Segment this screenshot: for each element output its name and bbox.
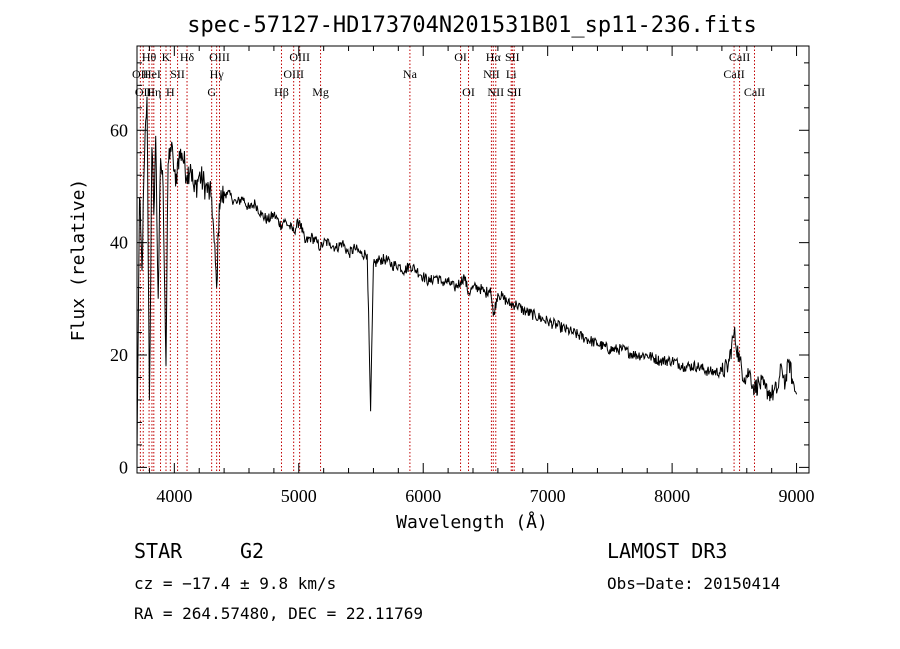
emission-line-markers xyxy=(139,46,755,473)
line-label: OI xyxy=(454,50,467,64)
x-tick-label: 4000 xyxy=(156,486,192,506)
line-label: HeI xyxy=(143,67,161,81)
line-label: Li xyxy=(506,67,517,81)
y-tick-label: 0 xyxy=(119,457,128,477)
y-axis-label: Flux (relative) xyxy=(68,179,89,342)
object-class: STAR xyxy=(134,539,183,563)
line-label: SII xyxy=(170,67,185,81)
chart-title: spec-57127-HD173704N201531B01_sp11-236.f… xyxy=(187,13,757,38)
spectrum-line xyxy=(136,96,798,457)
line-label: H xyxy=(166,85,175,99)
line-label: Hγ xyxy=(210,67,225,81)
x-axis-label: Wavelength (Å) xyxy=(396,511,548,533)
coordinates: RA = 264.57480, DEC = 22.11769 xyxy=(134,604,423,623)
observation-date: Obs−Date: 20150414 xyxy=(607,574,780,593)
object-subclass: G2 xyxy=(240,539,264,563)
line-label: Hβ xyxy=(274,85,289,99)
survey-name: LAMOST DR3 xyxy=(607,539,727,563)
line-label: Hη xyxy=(146,85,161,99)
line-label: SII xyxy=(507,85,522,99)
line-label: CaII xyxy=(744,85,765,99)
line-label: OIII xyxy=(209,50,230,64)
line-label: Na xyxy=(403,67,418,81)
line-label: OIII xyxy=(289,50,310,64)
plot-frame xyxy=(136,45,810,474)
line-label: Mg xyxy=(312,85,329,99)
x-tick-labels: 4000 5000 6000 7000 8000 9000 xyxy=(156,486,814,506)
x-tick-label: 8000 xyxy=(654,486,690,506)
x-tick-label: 6000 xyxy=(405,486,441,506)
y-tick-labels: 0 20 40 60 xyxy=(110,120,128,477)
line-label: CaII xyxy=(729,50,750,64)
line-label: NII xyxy=(487,85,504,99)
y-tick-label: 20 xyxy=(110,345,128,365)
line-label: Hθ xyxy=(142,50,157,64)
line-label: OII xyxy=(135,85,152,99)
line-label: K xyxy=(162,50,171,64)
line-label: G xyxy=(207,85,216,99)
x-tick-label: 9000 xyxy=(779,486,815,506)
redshift-cz: cz = −17.4 ± 9.8 km/s xyxy=(134,574,336,593)
emission-line-labels: OII OII Hθ HeI Hη K H SII Hδ G Hγ OIII Hβ OIII OIII Mg N… xyxy=(132,50,765,99)
y-tick-label: 60 xyxy=(110,120,128,140)
line-label: OII xyxy=(132,67,149,81)
x-tick-label: 5000 xyxy=(281,486,317,506)
axis-ticks xyxy=(137,46,809,473)
line-label: OI xyxy=(462,85,475,99)
line-label: SII xyxy=(505,50,520,64)
x-tick-label: 7000 xyxy=(530,486,566,506)
line-label: Hδ xyxy=(180,50,195,64)
y-tick-label: 40 xyxy=(110,233,128,253)
line-label: Hα xyxy=(486,50,502,64)
line-label: CaII xyxy=(723,67,744,81)
line-label: OIII xyxy=(283,67,304,81)
line-label: NII xyxy=(483,67,500,81)
